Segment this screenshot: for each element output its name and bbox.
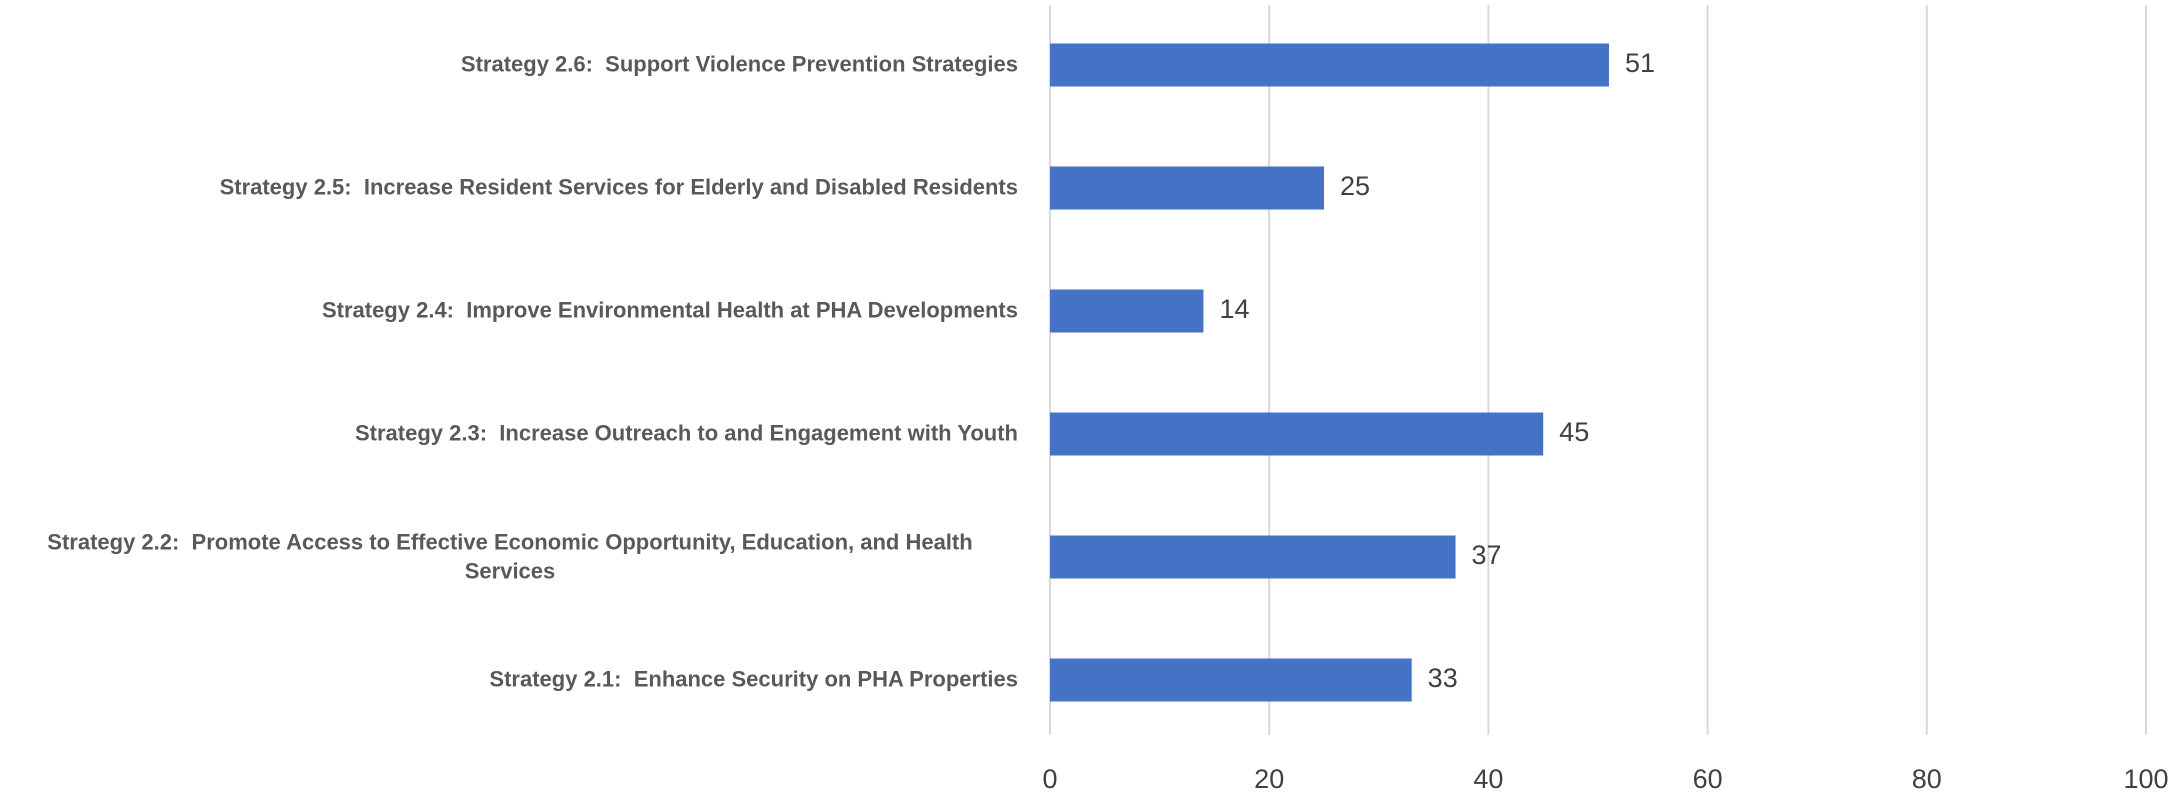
x-tick-label: 100 — [2123, 764, 2168, 794]
category-label: Strategy 2.6: Support Violence Preventio… — [460, 51, 1018, 77]
category-label: Strategy 2.5: Increase Resident Services… — [219, 174, 1018, 200]
value-label: 33 — [1428, 663, 1458, 693]
x-tick-label: 80 — [1912, 764, 1942, 794]
category-label: Strategy 2.1: Enhance Security on PHA Pr… — [489, 666, 1018, 692]
bar — [1050, 658, 1412, 702]
value-label: 14 — [1219, 294, 1249, 324]
x-tick-label: 40 — [1473, 764, 1503, 794]
x-tick-label: 60 — [1693, 764, 1723, 794]
bar — [1050, 166, 1324, 210]
value-label: 25 — [1340, 171, 1370, 201]
value-label: 45 — [1559, 417, 1589, 447]
category-label: Strategy 2.4: Improve Environmental Heal… — [321, 297, 1018, 323]
bar — [1050, 412, 1544, 456]
bar — [1050, 535, 1456, 579]
bar — [1050, 289, 1204, 333]
bar — [1050, 43, 1609, 87]
value-label: 51 — [1625, 48, 1655, 78]
x-tick-label: 20 — [1254, 764, 1284, 794]
category-label: Strategy 2.2: Promote Access to Effectiv… — [47, 529, 979, 583]
x-tick-label: 0 — [1042, 764, 1057, 794]
value-label: 37 — [1472, 540, 1502, 570]
category-label: Strategy 2.3: Increase Outreach to and E… — [355, 420, 1018, 446]
